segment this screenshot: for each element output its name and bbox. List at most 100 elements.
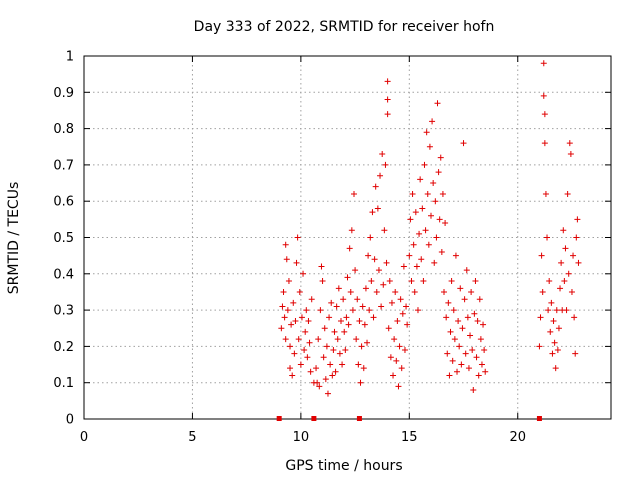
data-point xyxy=(465,365,472,372)
data-point xyxy=(361,321,368,328)
data-point xyxy=(417,176,424,183)
data-point xyxy=(304,354,311,361)
data-point xyxy=(333,303,340,310)
data-point xyxy=(536,343,543,350)
x-tick-label: 20 xyxy=(509,430,526,445)
data-point xyxy=(331,328,338,335)
data-point xyxy=(548,299,555,306)
data-point xyxy=(433,234,440,241)
data-point xyxy=(282,336,289,343)
data-point xyxy=(295,336,302,343)
data-point xyxy=(553,307,560,314)
y-tick-label: 0.6 xyxy=(53,195,74,210)
data-point xyxy=(293,259,300,266)
data-point xyxy=(327,361,334,368)
data-point xyxy=(382,161,389,168)
data-point xyxy=(574,216,581,223)
data-point xyxy=(364,339,371,346)
data-point xyxy=(400,263,407,270)
data-point xyxy=(566,140,573,147)
data-point xyxy=(342,347,349,354)
data-point xyxy=(561,278,568,285)
data-point xyxy=(409,190,416,197)
data-point xyxy=(475,372,482,379)
data-point xyxy=(366,307,373,314)
data-point xyxy=(564,190,571,197)
data-point xyxy=(478,361,485,368)
data-point xyxy=(481,347,488,354)
data-point xyxy=(452,252,459,259)
data-point xyxy=(411,288,418,295)
data-point xyxy=(431,259,438,266)
data-point xyxy=(319,278,326,285)
x-tick-label: 15 xyxy=(401,430,418,445)
data-point xyxy=(283,256,290,263)
data-point xyxy=(377,172,384,179)
data-point xyxy=(297,361,304,368)
data-point xyxy=(439,190,446,197)
data-point xyxy=(298,314,305,321)
data-point xyxy=(404,321,411,328)
data-point xyxy=(554,347,561,354)
data-point xyxy=(392,288,399,295)
data-point xyxy=(446,372,453,379)
y-tick-label: 0.8 xyxy=(53,122,74,137)
data-point xyxy=(423,129,430,136)
data-point xyxy=(434,100,441,107)
data-point xyxy=(308,296,315,303)
y-axis-label: SRMTID / TECUs xyxy=(6,182,22,295)
zero-markers xyxy=(276,416,542,421)
data-point xyxy=(369,209,376,216)
data-point xyxy=(284,307,291,314)
x-tick-label: 0 xyxy=(80,430,88,445)
data-point xyxy=(418,256,425,263)
data-point xyxy=(307,368,314,375)
data-point xyxy=(313,365,320,372)
data-point xyxy=(385,325,392,332)
data-point xyxy=(421,161,428,168)
data-point xyxy=(480,321,487,328)
data-point xyxy=(537,314,544,321)
data-point xyxy=(424,190,431,197)
data-points xyxy=(278,60,582,397)
data-point xyxy=(398,365,405,372)
y-tick-label: 0 xyxy=(66,413,74,428)
data-point xyxy=(563,307,570,314)
data-point xyxy=(451,336,458,343)
data-point xyxy=(399,310,406,317)
data-point xyxy=(343,314,350,321)
data-point xyxy=(476,296,483,303)
data-point xyxy=(412,209,419,216)
data-point xyxy=(457,285,464,292)
data-point xyxy=(482,368,489,375)
data-point xyxy=(572,350,579,357)
data-point xyxy=(416,230,423,237)
data-point xyxy=(396,343,403,350)
data-point xyxy=(375,267,382,274)
data-point xyxy=(337,317,344,324)
data-point xyxy=(303,307,310,314)
data-point xyxy=(558,259,565,266)
data-point xyxy=(332,368,339,375)
data-point xyxy=(282,241,289,248)
data-point xyxy=(352,267,359,274)
data-point xyxy=(329,372,336,379)
data-point xyxy=(285,278,292,285)
data-point xyxy=(346,245,353,252)
data-point xyxy=(378,303,385,310)
data-point xyxy=(322,376,329,383)
data-point xyxy=(290,299,297,306)
data-point xyxy=(438,249,445,256)
data-point xyxy=(403,303,410,310)
data-point xyxy=(358,343,365,350)
data-point xyxy=(546,278,553,285)
x-axis-label: GPS time / hours xyxy=(285,458,402,474)
data-point xyxy=(426,143,433,150)
data-point xyxy=(575,259,582,266)
data-point xyxy=(354,296,361,303)
data-point xyxy=(570,252,577,259)
data-point xyxy=(544,234,551,241)
data-point xyxy=(547,328,554,335)
data-point xyxy=(348,227,355,234)
data-point xyxy=(336,350,343,357)
